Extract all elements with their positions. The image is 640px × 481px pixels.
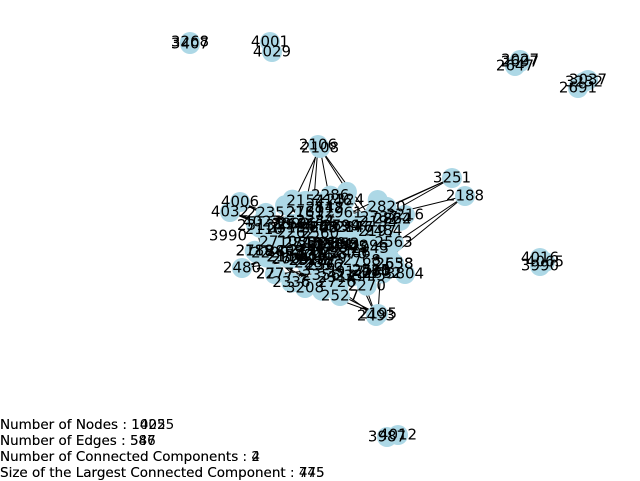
stat-nodes-b: Number of Nodes : 14025: [0, 417, 174, 433]
cluster-label-clutter: 2146: [314, 191, 352, 209]
stat-components: Number of Connected Components : 4 Numbe…: [0, 449, 360, 465]
stat-components-b: Number of Connected Components : 2: [0, 449, 260, 465]
cluster-label-clutter: 2563: [375, 233, 413, 251]
cluster-label-clutter: 2216: [295, 246, 333, 264]
stat-nodes: Number of Nodes : 1025 Number of Nodes :…: [0, 417, 360, 433]
node-label-n2697: 2697: [501, 53, 539, 71]
cluster-label-clutter: 2788: [236, 241, 274, 259]
cluster-label-clutter: 2521: [352, 261, 390, 279]
node-label-n3990: 3990: [521, 257, 559, 275]
node-label-n2108: 2108: [301, 139, 339, 157]
stat-largest-b: Size of the Largest Connected Component …: [0, 465, 325, 481]
graph-statistics: Number of Nodes : 1025 Number of Nodes :…: [0, 417, 360, 481]
node-label-n4029: 4029: [253, 43, 291, 61]
stat-edges: Number of Edges : 587 Number of Edges : …: [0, 433, 360, 449]
node-label-n3232: 3232: [565, 73, 603, 91]
cluster-label-clutter: 2262: [277, 223, 315, 241]
node-label-n2188: 2188: [446, 187, 484, 205]
node-label-n3407: 3407: [171, 35, 209, 53]
node-label-n4012: 4012: [379, 426, 417, 444]
cluster-label-clutter: 2262: [373, 209, 411, 227]
node-label-n3251: 3251: [433, 169, 471, 187]
stat-largest: Size of the Largest Connected Component …: [0, 465, 360, 481]
stat-edges-b: Number of Edges : 546: [0, 433, 156, 449]
node-label-n2493: 2493: [357, 307, 395, 325]
cluster-label-clutter: 2313: [237, 216, 275, 234]
